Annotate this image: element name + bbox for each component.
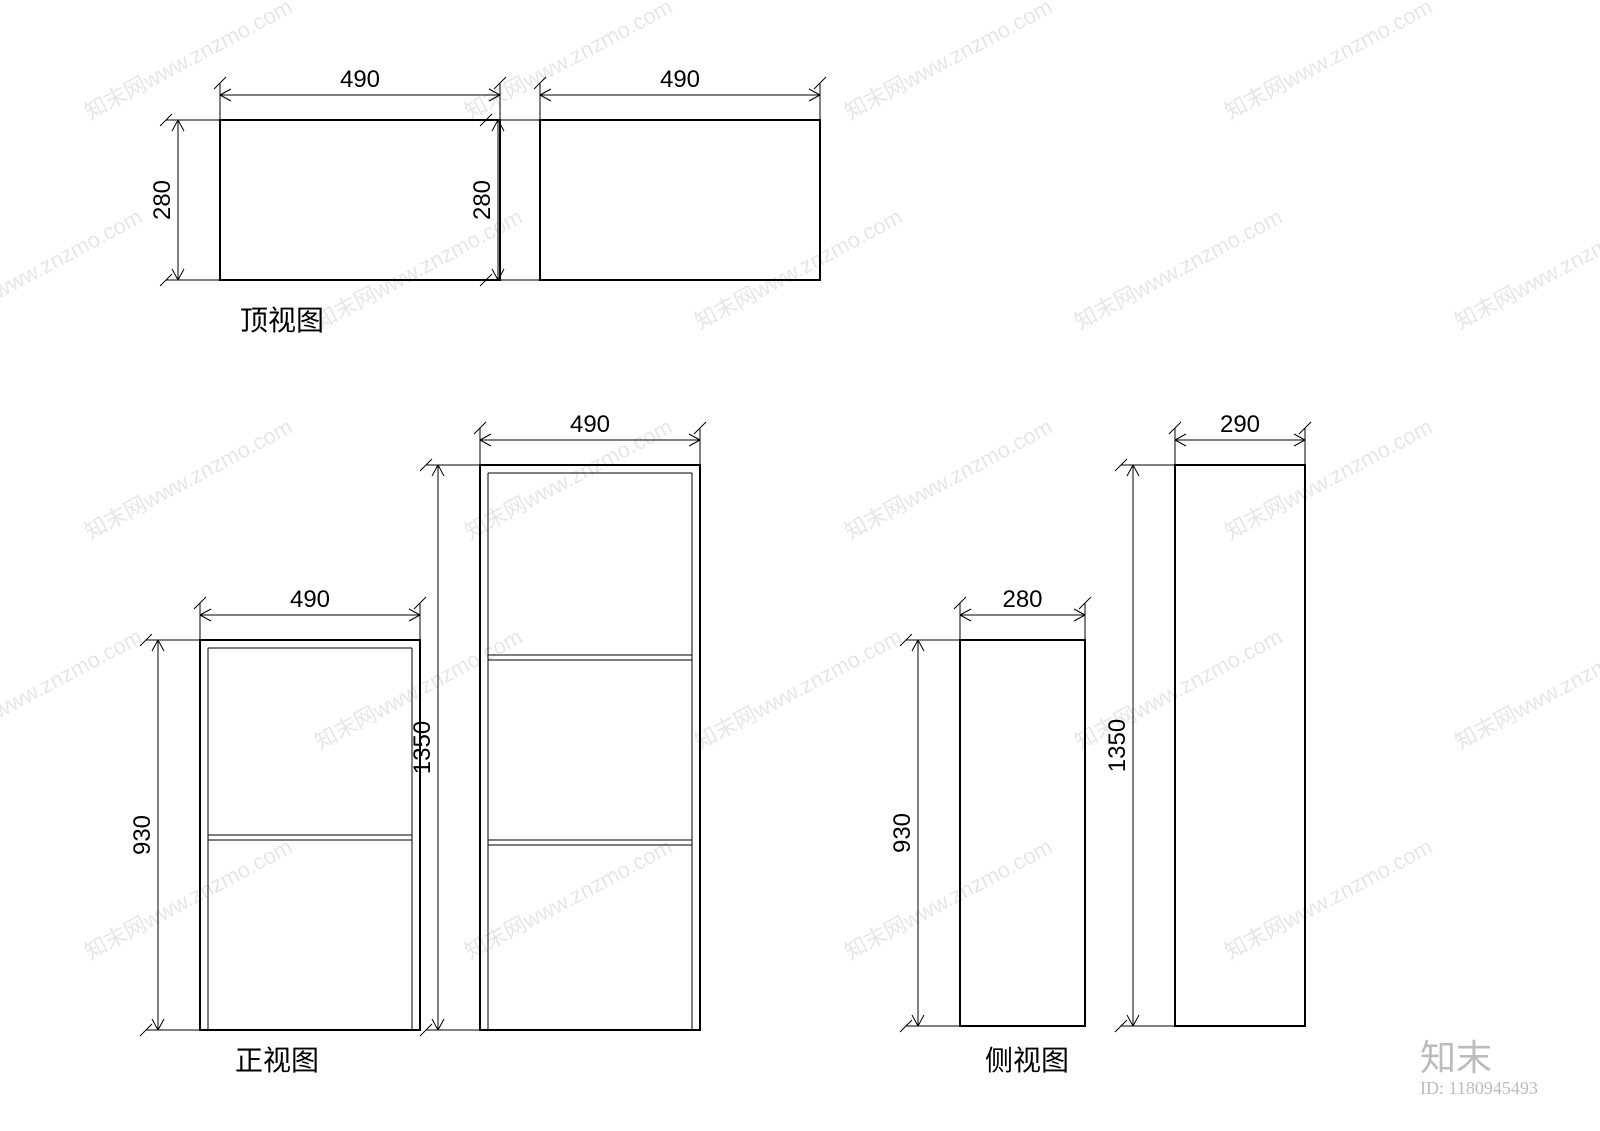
watermark-layer: 知末网www.znzmo.com知末网www.znzmo.com知末网www.z… (0, 0, 1600, 964)
watermark: 知末网www.znzmo.com (1451, 624, 1600, 755)
watermark: 知末网www.znzmo.com (1071, 624, 1287, 755)
dim-label: 290 (1220, 411, 1260, 438)
watermark: 知末网www.znzmo.com (1451, 204, 1600, 335)
dim-label: 280 (469, 180, 496, 220)
watermark: 知末网www.znzmo.com (1221, 0, 1437, 124)
side-small (900, 597, 1091, 1032)
watermark: 知末网www.znzmo.com (841, 0, 1057, 124)
watermark: 知末网www.znzmo.com (1071, 204, 1287, 335)
watermark: 知末网www.znzmo.com (461, 414, 677, 545)
dim-label: 1350 (409, 721, 436, 774)
corner-brand: 知末 (1420, 1038, 1492, 1078)
watermark: 知末网www.znzmo.com (461, 0, 677, 124)
corner-id: ID: 1180945493 (1420, 1078, 1538, 1098)
front-small (140, 597, 426, 1036)
label-side-view: 侧视图 (985, 1045, 1069, 1077)
watermark: 知末网www.znzmo.com (81, 414, 297, 545)
watermark: 知末网www.znzmo.com (461, 834, 677, 965)
dim-label: 930 (129, 815, 156, 855)
watermark: 知末网www.znzmo.com (1221, 834, 1437, 965)
label-front-view: 正视图 (235, 1045, 319, 1077)
watermark: 知末网www.znzmo.com (691, 624, 907, 755)
dim-label: 280 (1002, 586, 1042, 613)
watermark: 知末网www.znzmo.com (691, 204, 907, 335)
label-top-view: 顶视图 (240, 305, 324, 337)
dim-label: 930 (889, 813, 916, 853)
dim-label: 490 (570, 411, 610, 438)
watermark: 知末网www.znzmo.com (841, 834, 1057, 965)
dim-label: 280 (149, 180, 176, 220)
watermark: 知末网www.znzmo.com (0, 204, 146, 335)
watermark: 知末网www.znzmo.com (81, 834, 297, 965)
watermark: 知末网www.znzmo.com (311, 204, 527, 335)
dim-label: 490 (660, 66, 700, 93)
top-rect-1 (540, 120, 820, 280)
dim-label: 1350 (1104, 719, 1131, 772)
dim-label: 490 (290, 586, 330, 613)
watermark: 知末网www.znzmo.com (81, 0, 297, 124)
dim-label: 490 (340, 66, 380, 93)
watermark: 知末网www.znzmo.com (841, 414, 1057, 545)
watermark: 知末网www.znzmo.com (0, 624, 146, 755)
